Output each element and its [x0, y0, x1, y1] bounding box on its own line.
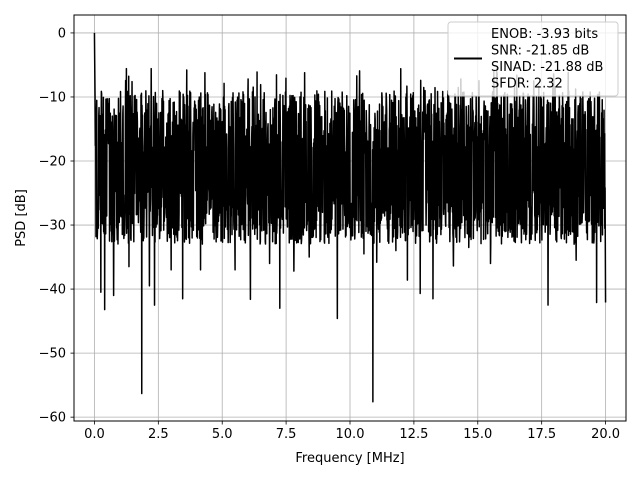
x-tick-label: 2.5 [148, 427, 169, 442]
y-tick-label: 0 [58, 26, 66, 41]
y-axis-label: PSD [dB] [14, 189, 29, 247]
y-tick-label: −60 [39, 411, 66, 426]
legend: ENOB: -3.93 bits SNR: -21.85 dB SINAD: -… [447, 21, 619, 97]
x-tick-label: 5.0 [212, 427, 233, 442]
x-tick-label: 15.0 [463, 427, 492, 442]
legend-enob-entry: ENOB: -3.93 bits [491, 27, 598, 42]
psd-series-line [93, 32, 607, 403]
y-tick-label: −10 [39, 90, 66, 105]
legend-snr-entry: SNR: -21.85 dB [491, 44, 589, 59]
x-tick-label: 7.5 [276, 427, 297, 442]
plot-area [93, 32, 607, 403]
x-axis: 0.0 2.5 5.0 7.5 10.0 12.5 15.0 17.5 20.0 [84, 421, 620, 442]
y-tick-label: −40 [39, 283, 66, 298]
x-tick-label: 12.5 [399, 427, 428, 442]
y-axis: 0 −10 −20 −30 −40 −50 −60 [39, 26, 74, 426]
legend-box [447, 21, 619, 97]
legend-sfdr-entry: SFDR: 2.32 [491, 77, 563, 92]
y-tick-label: −50 [39, 347, 66, 362]
x-tick-label: 10.0 [336, 427, 365, 442]
legend-sinad-entry: SINAD: -21.88 dB [491, 60, 603, 75]
y-tick-label: −30 [39, 219, 66, 234]
x-tick-label: 20.0 [591, 427, 620, 442]
y-tick-label: −20 [39, 155, 66, 170]
x-axis-label: Frequency [MHz] [295, 451, 404, 466]
x-tick-label: 17.5 [527, 427, 556, 442]
x-tick-label: 0.0 [84, 427, 105, 442]
